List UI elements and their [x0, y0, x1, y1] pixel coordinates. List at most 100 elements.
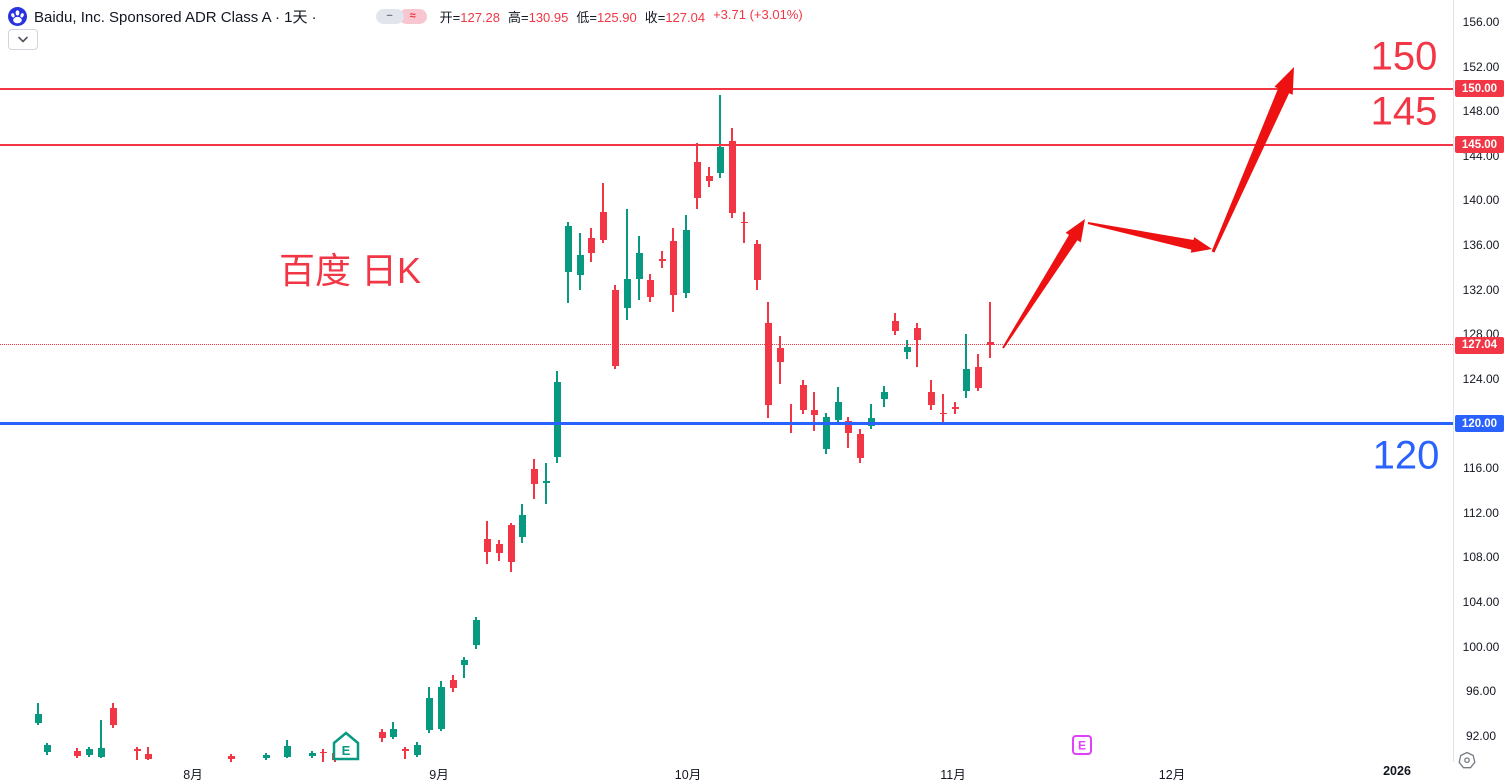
candle[interactable]: [799, 384, 807, 411]
candle[interactable]: [764, 323, 772, 405]
candle[interactable]: [507, 525, 515, 562]
candle[interactable]: [413, 744, 421, 755]
candle[interactable]: [495, 544, 503, 553]
annotation-text[interactable]: 145: [1370, 89, 1438, 134]
candle-wick: [942, 393, 944, 423]
legend-collapse-button[interactable]: [8, 29, 38, 50]
candle[interactable]: [109, 708, 117, 725]
candle[interactable]: [623, 278, 631, 308]
ohlc-high: 高=130.95: [508, 9, 569, 25]
candle[interactable]: [822, 416, 830, 450]
price-level-line[interactable]: [0, 87, 1453, 90]
candle[interactable]: [576, 255, 584, 276]
price-badge: 145.00: [1455, 136, 1504, 154]
upcoming-earnings-marker-icon[interactable]: E: [1072, 735, 1092, 755]
candle-wick: [545, 462, 547, 504]
candle[interactable]: [85, 749, 93, 755]
candle[interactable]: [753, 244, 761, 280]
price-level-line[interactable]: [0, 143, 1453, 146]
candle[interactable]: [542, 480, 550, 483]
candle[interactable]: [705, 176, 713, 181]
trend-arrow[interactable]: [1211, 67, 1294, 253]
trend-arrow[interactable]: [1002, 219, 1085, 349]
candle[interactable]: [425, 698, 433, 731]
candle[interactable]: [913, 327, 921, 340]
candle[interactable]: [986, 342, 994, 346]
symbol-title[interactable]: Baidu, Inc. Sponsored ADR Class A · 1天 ·: [34, 8, 317, 26]
candle[interactable]: [587, 238, 595, 253]
candle[interactable]: [599, 211, 607, 240]
candle[interactable]: [73, 750, 81, 757]
candle[interactable]: [658, 258, 666, 261]
candle[interactable]: [834, 402, 842, 421]
annotation-text[interactable]: 150: [1370, 34, 1438, 79]
candle[interactable]: [927, 392, 935, 405]
candle[interactable]: [880, 392, 888, 400]
candle[interactable]: [867, 418, 875, 426]
current-price-line[interactable]: [0, 344, 1453, 346]
month-label: 11月: [940, 768, 966, 781]
candle[interactable]: [776, 347, 784, 363]
candle[interactable]: [810, 410, 818, 415]
price-tick-label: 100.00: [1462, 639, 1500, 654]
candle[interactable]: [939, 412, 947, 414]
candle[interactable]: [227, 756, 235, 760]
candle[interactable]: [472, 620, 480, 645]
candle[interactable]: [308, 752, 316, 756]
earnings-marker-icon[interactable]: E: [332, 731, 360, 761]
candle[interactable]: [611, 289, 619, 366]
annotation-text[interactable]: 120: [1372, 433, 1440, 478]
approx-pill-icon[interactable]: ≈: [398, 8, 427, 24]
candle[interactable]: [669, 240, 677, 296]
collapse-pill-icon[interactable]: −: [375, 8, 404, 24]
candle[interactable]: [740, 221, 748, 224]
candle[interactable]: [693, 161, 701, 199]
candle[interactable]: [951, 406, 959, 410]
candle[interactable]: [728, 141, 736, 213]
candle[interactable]: [34, 713, 42, 723]
time-axis[interactable]: 8月 9月 10月 11月 12月 2026: [0, 762, 1506, 781]
candle[interactable]: [133, 749, 141, 751]
candle[interactable]: [646, 279, 654, 298]
annotation-text[interactable]: 百度 日K: [278, 250, 422, 291]
candle[interactable]: [962, 369, 970, 392]
candle-wick: [870, 403, 872, 430]
candle[interactable]: [903, 346, 911, 353]
candle[interactable]: [553, 382, 561, 457]
month-label: 12月: [1158, 768, 1186, 781]
price-axis[interactable]: 156.00 152.00 148.00 144.00 140.00 136.00 132.…: [1454, 0, 1506, 762]
svg-text:E: E: [342, 743, 351, 758]
candle-wick: [404, 747, 406, 760]
chart-legend: Baidu, Inc. Sponsored ADR Class A · 1天 ·…: [8, 5, 803, 27]
candle[interactable]: [460, 660, 468, 665]
candle[interactable]: [97, 748, 105, 758]
candle[interactable]: [716, 146, 724, 173]
trend-arrow[interactable]: [1087, 222, 1212, 253]
price-level-line[interactable]: [0, 422, 1453, 426]
candle[interactable]: [283, 746, 291, 758]
candle[interactable]: [974, 366, 982, 388]
candle[interactable]: [43, 744, 51, 752]
candle[interactable]: [682, 229, 690, 294]
candle[interactable]: [483, 538, 491, 552]
candle[interactable]: [844, 421, 852, 433]
candle[interactable]: [449, 680, 457, 688]
chart-settings-icon[interactable]: [1458, 751, 1476, 775]
price-tick-label: 96.00: [1465, 684, 1497, 699]
annotations-layer: 150 145 百度 日K 120: [278, 34, 1440, 478]
candle[interactable]: [518, 515, 526, 538]
candle[interactable]: [856, 433, 864, 459]
candle[interactable]: [891, 321, 899, 331]
candlestick-plot[interactable]: [0, 0, 1453, 763]
candle[interactable]: [564, 226, 572, 272]
candle[interactable]: [401, 749, 409, 751]
candle[interactable]: [319, 751, 327, 754]
candle[interactable]: [437, 686, 445, 730]
candle[interactable]: [389, 729, 397, 738]
candle[interactable]: [635, 252, 643, 279]
candle[interactable]: [144, 753, 152, 760]
candle[interactable]: [530, 469, 538, 484]
candle[interactable]: [378, 731, 386, 739]
candle[interactable]: [262, 754, 270, 759]
